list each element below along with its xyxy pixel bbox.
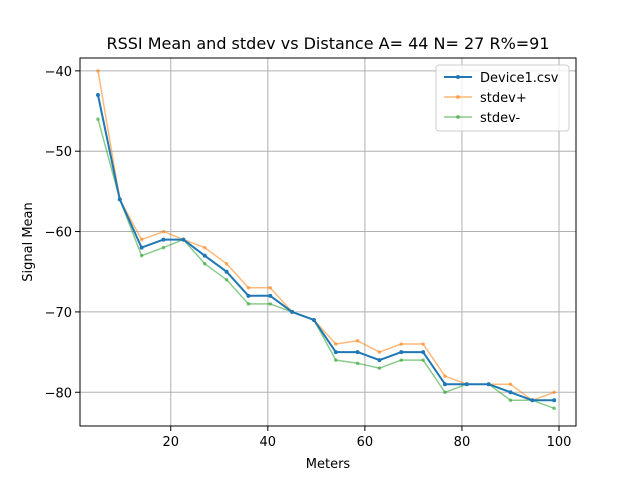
y-tick-label: −80: [45, 386, 72, 401]
series-line: [97, 94, 555, 402]
data-point: [268, 302, 273, 306]
data-point: [139, 245, 144, 250]
data-point: [443, 390, 447, 395]
data-point: [202, 253, 207, 258]
data-point: [443, 374, 447, 378]
data-point: [246, 293, 251, 298]
legend-marker: [456, 115, 460, 119]
legend: Device1.csv stdev+ stdev-: [435, 64, 570, 132]
data-point: [355, 350, 360, 355]
legend-box: [435, 64, 570, 132]
data-point: [442, 382, 447, 387]
x-axis-ticks: 20 40 60 80 100: [162, 426, 571, 450]
data-point: [508, 382, 513, 387]
legend-marker: [456, 75, 460, 79]
data-point: [246, 285, 251, 290]
chart-title: RSSI Mean and stdev vs Distance A= 44 N=…: [106, 34, 549, 53]
data-point: [552, 406, 556, 411]
data-point: [486, 382, 491, 387]
data-point: [117, 197, 122, 202]
data-point: [552, 390, 556, 395]
x-tick-label: 20: [162, 435, 179, 450]
y-tick-label: −70: [45, 306, 72, 321]
data-point: [508, 398, 513, 403]
legend-label: Device1.csv: [480, 71, 559, 86]
x-tick-label: 100: [547, 435, 572, 450]
x-axis-label: Meters: [306, 457, 351, 472]
data-point: [552, 398, 557, 403]
data-point: [311, 317, 316, 322]
data-point: [399, 342, 404, 346]
data-point: [464, 382, 469, 387]
data-point: [333, 350, 338, 355]
series-0: [95, 92, 557, 403]
data-point: [530, 398, 535, 403]
legend-label: stdev-: [480, 111, 520, 126]
data-point: [224, 261, 229, 266]
data-point: [96, 117, 100, 121]
data-point: [377, 350, 382, 354]
data-point: [399, 358, 404, 362]
data-point: [161, 237, 166, 242]
y-tick-label: −40: [45, 65, 72, 80]
data-point: [421, 350, 426, 355]
data-point: [421, 358, 425, 362]
x-tick-label: 60: [357, 435, 374, 450]
y-axis-ticks: −40 −50 −60 −70 −80: [45, 65, 80, 401]
data-point: [202, 245, 207, 250]
data-point: [268, 293, 273, 298]
data-point: [95, 92, 100, 97]
data-point: [246, 302, 251, 306]
y-tick-label: −60: [45, 226, 72, 241]
data-point: [399, 350, 404, 355]
x-tick-label: 40: [260, 435, 277, 450]
data-point: [181, 237, 186, 242]
data-point: [224, 269, 229, 274]
data-point: [290, 309, 295, 314]
data-point: [224, 277, 229, 282]
data-point: [202, 261, 207, 266]
data-point: [355, 339, 360, 343]
data-point: [421, 342, 425, 346]
data-point: [508, 390, 513, 395]
legend-marker: [456, 95, 460, 99]
y-tick-label: −50: [45, 145, 72, 160]
plot-series: [95, 69, 557, 411]
data-point: [96, 69, 100, 73]
data-point: [139, 253, 144, 258]
plot-frame: [79, 57, 577, 427]
data-point: [161, 245, 166, 250]
legend-label: stdev+: [480, 91, 527, 106]
x-tick-label: 80: [454, 435, 471, 450]
data-point: [377, 358, 382, 363]
data-point: [355, 361, 360, 366]
data-point: [333, 342, 338, 346]
y-axis-label: Signal Mean: [21, 202, 36, 282]
data-point: [139, 237, 144, 242]
data-point: [161, 229, 166, 234]
data-point: [377, 366, 382, 370]
data-point: [333, 358, 338, 362]
data-point: [268, 285, 273, 290]
